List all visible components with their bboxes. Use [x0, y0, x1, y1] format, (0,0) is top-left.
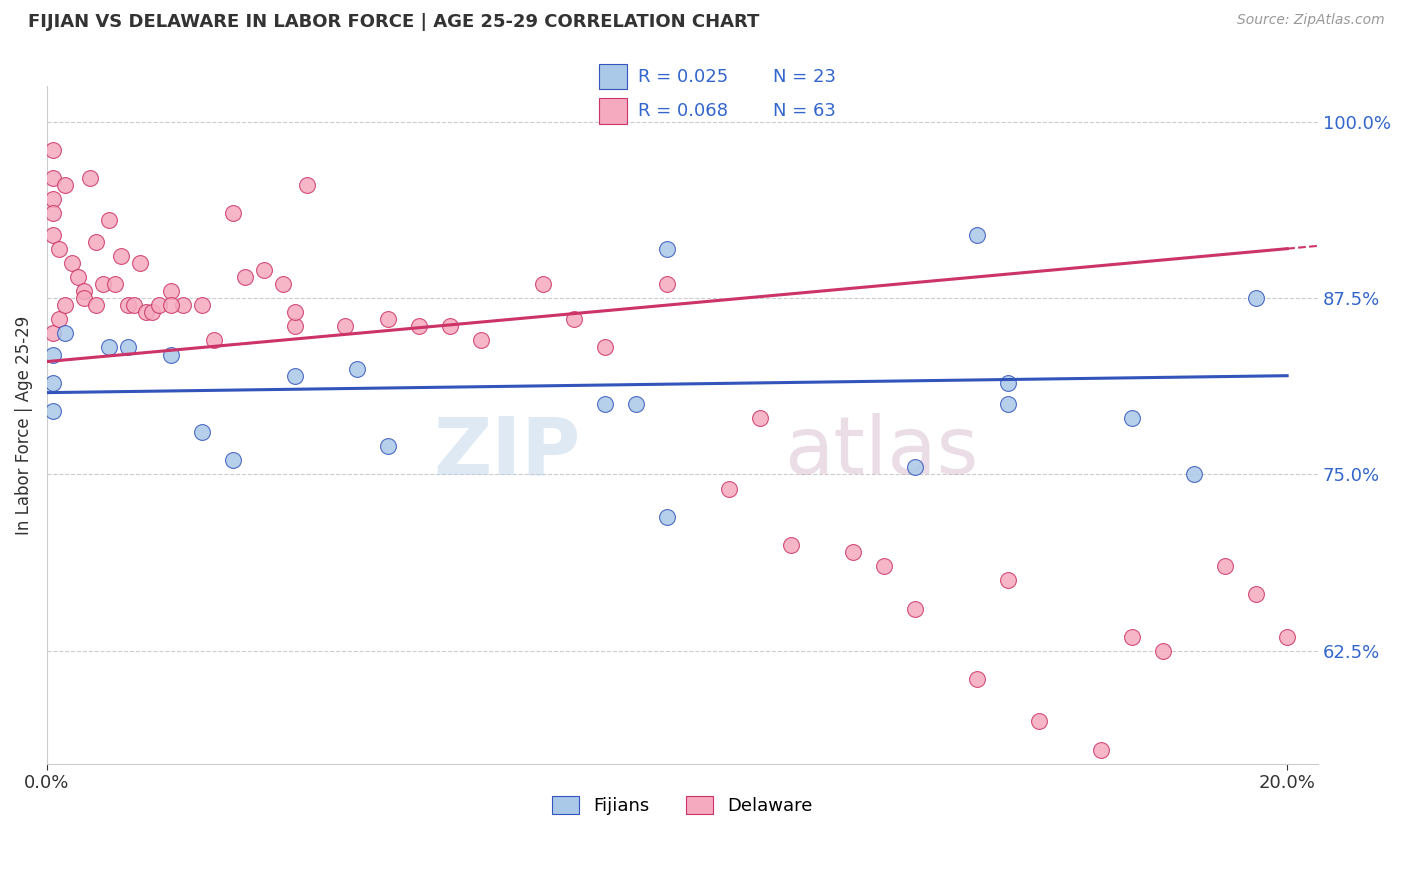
Text: FIJIAN VS DELAWARE IN LABOR FORCE | AGE 25-29 CORRELATION CHART: FIJIAN VS DELAWARE IN LABOR FORCE | AGE … — [28, 13, 759, 31]
Point — [749, 411, 772, 425]
Point — [97, 341, 120, 355]
Point — [377, 312, 399, 326]
Point — [97, 213, 120, 227]
Point — [655, 509, 678, 524]
Point — [1121, 411, 1143, 425]
Point — [42, 143, 65, 157]
Point — [997, 376, 1019, 390]
Point — [284, 305, 307, 319]
Point — [42, 206, 65, 220]
Point — [624, 397, 647, 411]
Point — [284, 368, 307, 383]
Point — [42, 347, 65, 361]
Point — [1244, 291, 1267, 305]
Point — [129, 256, 152, 270]
Point — [86, 235, 108, 249]
Point — [110, 249, 132, 263]
Bar — [599, 98, 627, 124]
Point — [593, 341, 616, 355]
Point — [73, 291, 96, 305]
Text: Source: ZipAtlas.com: Source: ZipAtlas.com — [1237, 13, 1385, 28]
Point — [160, 298, 183, 312]
Point — [997, 574, 1019, 588]
Point — [655, 277, 678, 291]
Point — [904, 460, 927, 475]
Point — [117, 341, 139, 355]
Text: atlas: atlas — [785, 413, 979, 491]
Point — [191, 298, 214, 312]
Legend: Fijians, Delaware: Fijians, Delaware — [546, 789, 820, 822]
Point — [997, 397, 1019, 411]
Point — [297, 178, 319, 193]
Point — [1213, 559, 1236, 574]
Point — [780, 538, 803, 552]
Point — [148, 298, 170, 312]
Point — [377, 439, 399, 453]
Point — [55, 326, 77, 341]
Point — [1244, 587, 1267, 601]
Point — [271, 277, 294, 291]
Point — [1090, 742, 1112, 756]
Point — [222, 206, 245, 220]
Text: R = 0.025: R = 0.025 — [638, 68, 728, 86]
Point — [1182, 467, 1205, 482]
Point — [60, 256, 83, 270]
Text: ZIP: ZIP — [433, 413, 581, 491]
Point — [42, 192, 65, 206]
Point — [42, 404, 65, 418]
Point — [160, 284, 183, 298]
Point — [160, 347, 183, 361]
Point — [42, 326, 65, 341]
Y-axis label: In Labor Force | Age 25-29: In Labor Force | Age 25-29 — [15, 316, 32, 534]
Bar — [599, 63, 627, 89]
Point — [42, 376, 65, 390]
Point — [48, 242, 70, 256]
Point — [48, 312, 70, 326]
Point — [141, 305, 163, 319]
Point — [117, 298, 139, 312]
Point — [470, 334, 492, 348]
Point — [966, 672, 988, 686]
Point — [842, 545, 865, 559]
Text: R = 0.068: R = 0.068 — [638, 102, 728, 120]
Point — [718, 482, 741, 496]
Point — [42, 227, 65, 242]
Point — [562, 312, 585, 326]
Point — [86, 298, 108, 312]
Point — [873, 559, 896, 574]
Point — [904, 601, 927, 615]
Point — [1275, 630, 1298, 644]
Point — [284, 319, 307, 334]
Point — [55, 178, 77, 193]
Point — [172, 298, 194, 312]
Point — [42, 171, 65, 186]
Point — [222, 453, 245, 467]
Point — [202, 334, 225, 348]
Point — [1028, 714, 1050, 729]
Point — [233, 269, 256, 284]
Point — [333, 319, 356, 334]
Point — [79, 171, 101, 186]
Text: N = 63: N = 63 — [773, 102, 837, 120]
Point — [1121, 630, 1143, 644]
Point — [593, 397, 616, 411]
Point — [655, 242, 678, 256]
Point — [135, 305, 157, 319]
Point — [91, 277, 114, 291]
Point — [531, 277, 554, 291]
Text: N = 23: N = 23 — [773, 68, 837, 86]
Point — [346, 361, 368, 376]
Point — [439, 319, 461, 334]
Point — [1152, 644, 1174, 658]
Point — [966, 227, 988, 242]
Point — [408, 319, 430, 334]
Point — [122, 298, 145, 312]
Point — [66, 269, 89, 284]
Point — [73, 284, 96, 298]
Point — [55, 298, 77, 312]
Point — [253, 263, 276, 277]
Point — [191, 425, 214, 439]
Point — [104, 277, 127, 291]
